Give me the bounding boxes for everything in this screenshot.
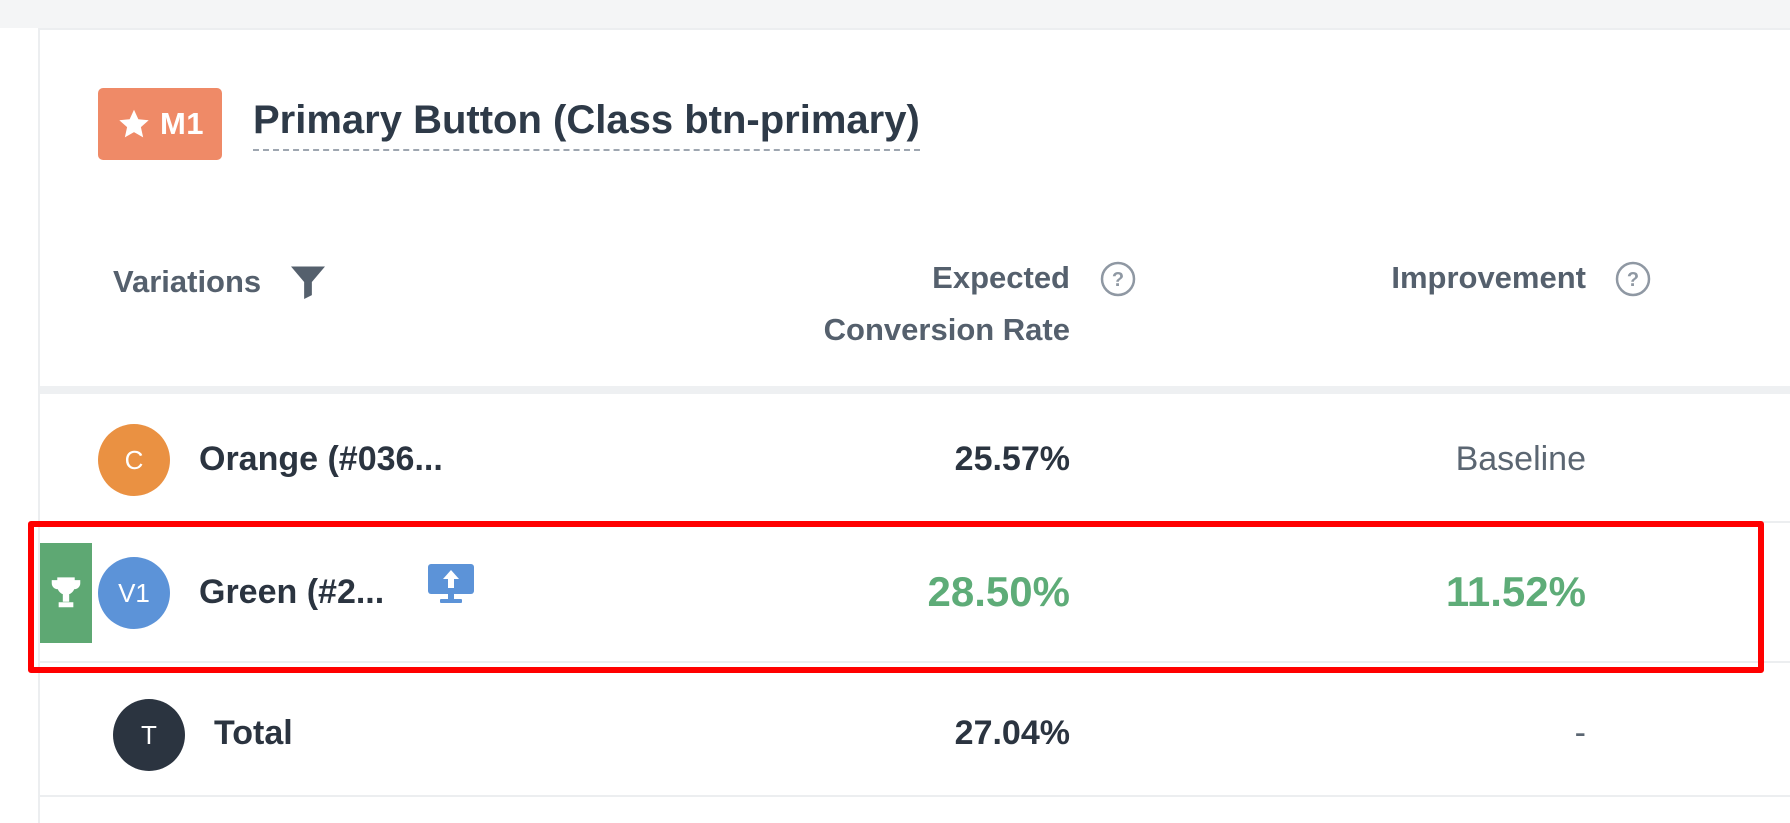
results-card bbox=[38, 28, 1790, 823]
variation-name[interactable]: Green (#2... bbox=[199, 573, 385, 611]
avatar-letter: V1 bbox=[118, 577, 150, 608]
header-divider bbox=[40, 386, 1790, 394]
trophy-icon bbox=[51, 577, 81, 608]
avatar: T bbox=[113, 699, 185, 771]
row-divider bbox=[40, 661, 1790, 663]
help-icon[interactable]: ? bbox=[1100, 261, 1136, 297]
improvement-header-label: Improvement bbox=[1391, 260, 1586, 295]
deploy-icon[interactable] bbox=[426, 562, 476, 606]
expected-rate-header: Expected Conversion Rate bbox=[824, 252, 1070, 356]
expected-rate-value: 25.57% bbox=[954, 440, 1070, 478]
winner-strip bbox=[40, 543, 92, 643]
highlight-box bbox=[28, 521, 1764, 673]
variation-name[interactable]: Orange (#036... bbox=[199, 440, 443, 478]
metric-badge: M1 bbox=[98, 88, 222, 160]
avatar: V1 bbox=[98, 557, 170, 629]
avatar-letter: T bbox=[141, 719, 157, 750]
avatar-letter: C bbox=[124, 444, 144, 475]
svg-text:?: ? bbox=[1627, 269, 1639, 291]
help-icon[interactable]: ? bbox=[1615, 261, 1651, 297]
variations-header: Variations bbox=[113, 256, 327, 308]
improvement-value: Baseline bbox=[1455, 440, 1586, 478]
star-icon bbox=[119, 109, 149, 138]
variations-header-label: Variations bbox=[113, 264, 262, 299]
expected-rate-value: 27.04% bbox=[954, 714, 1070, 752]
improvement-value: - bbox=[1574, 714, 1586, 752]
expected-rate-header-line1: Expected bbox=[932, 260, 1070, 295]
row-divider bbox=[40, 795, 1790, 797]
expected-rate-value: 28.50% bbox=[927, 568, 1070, 615]
top-strip bbox=[0, 0, 1790, 28]
metric-badge-label: M1 bbox=[159, 106, 205, 141]
variation-name: Total bbox=[214, 714, 293, 752]
improvement-header: Improvement bbox=[1391, 252, 1586, 304]
svg-text:?: ? bbox=[1112, 269, 1124, 291]
expected-rate-header-line2: Conversion Rate bbox=[823, 312, 1070, 347]
filter-icon[interactable] bbox=[289, 265, 327, 299]
avatar: C bbox=[98, 424, 170, 496]
metric-title[interactable]: Primary Button (Class btn-primary) bbox=[253, 98, 920, 151]
improvement-value: 11.52% bbox=[1445, 568, 1586, 615]
